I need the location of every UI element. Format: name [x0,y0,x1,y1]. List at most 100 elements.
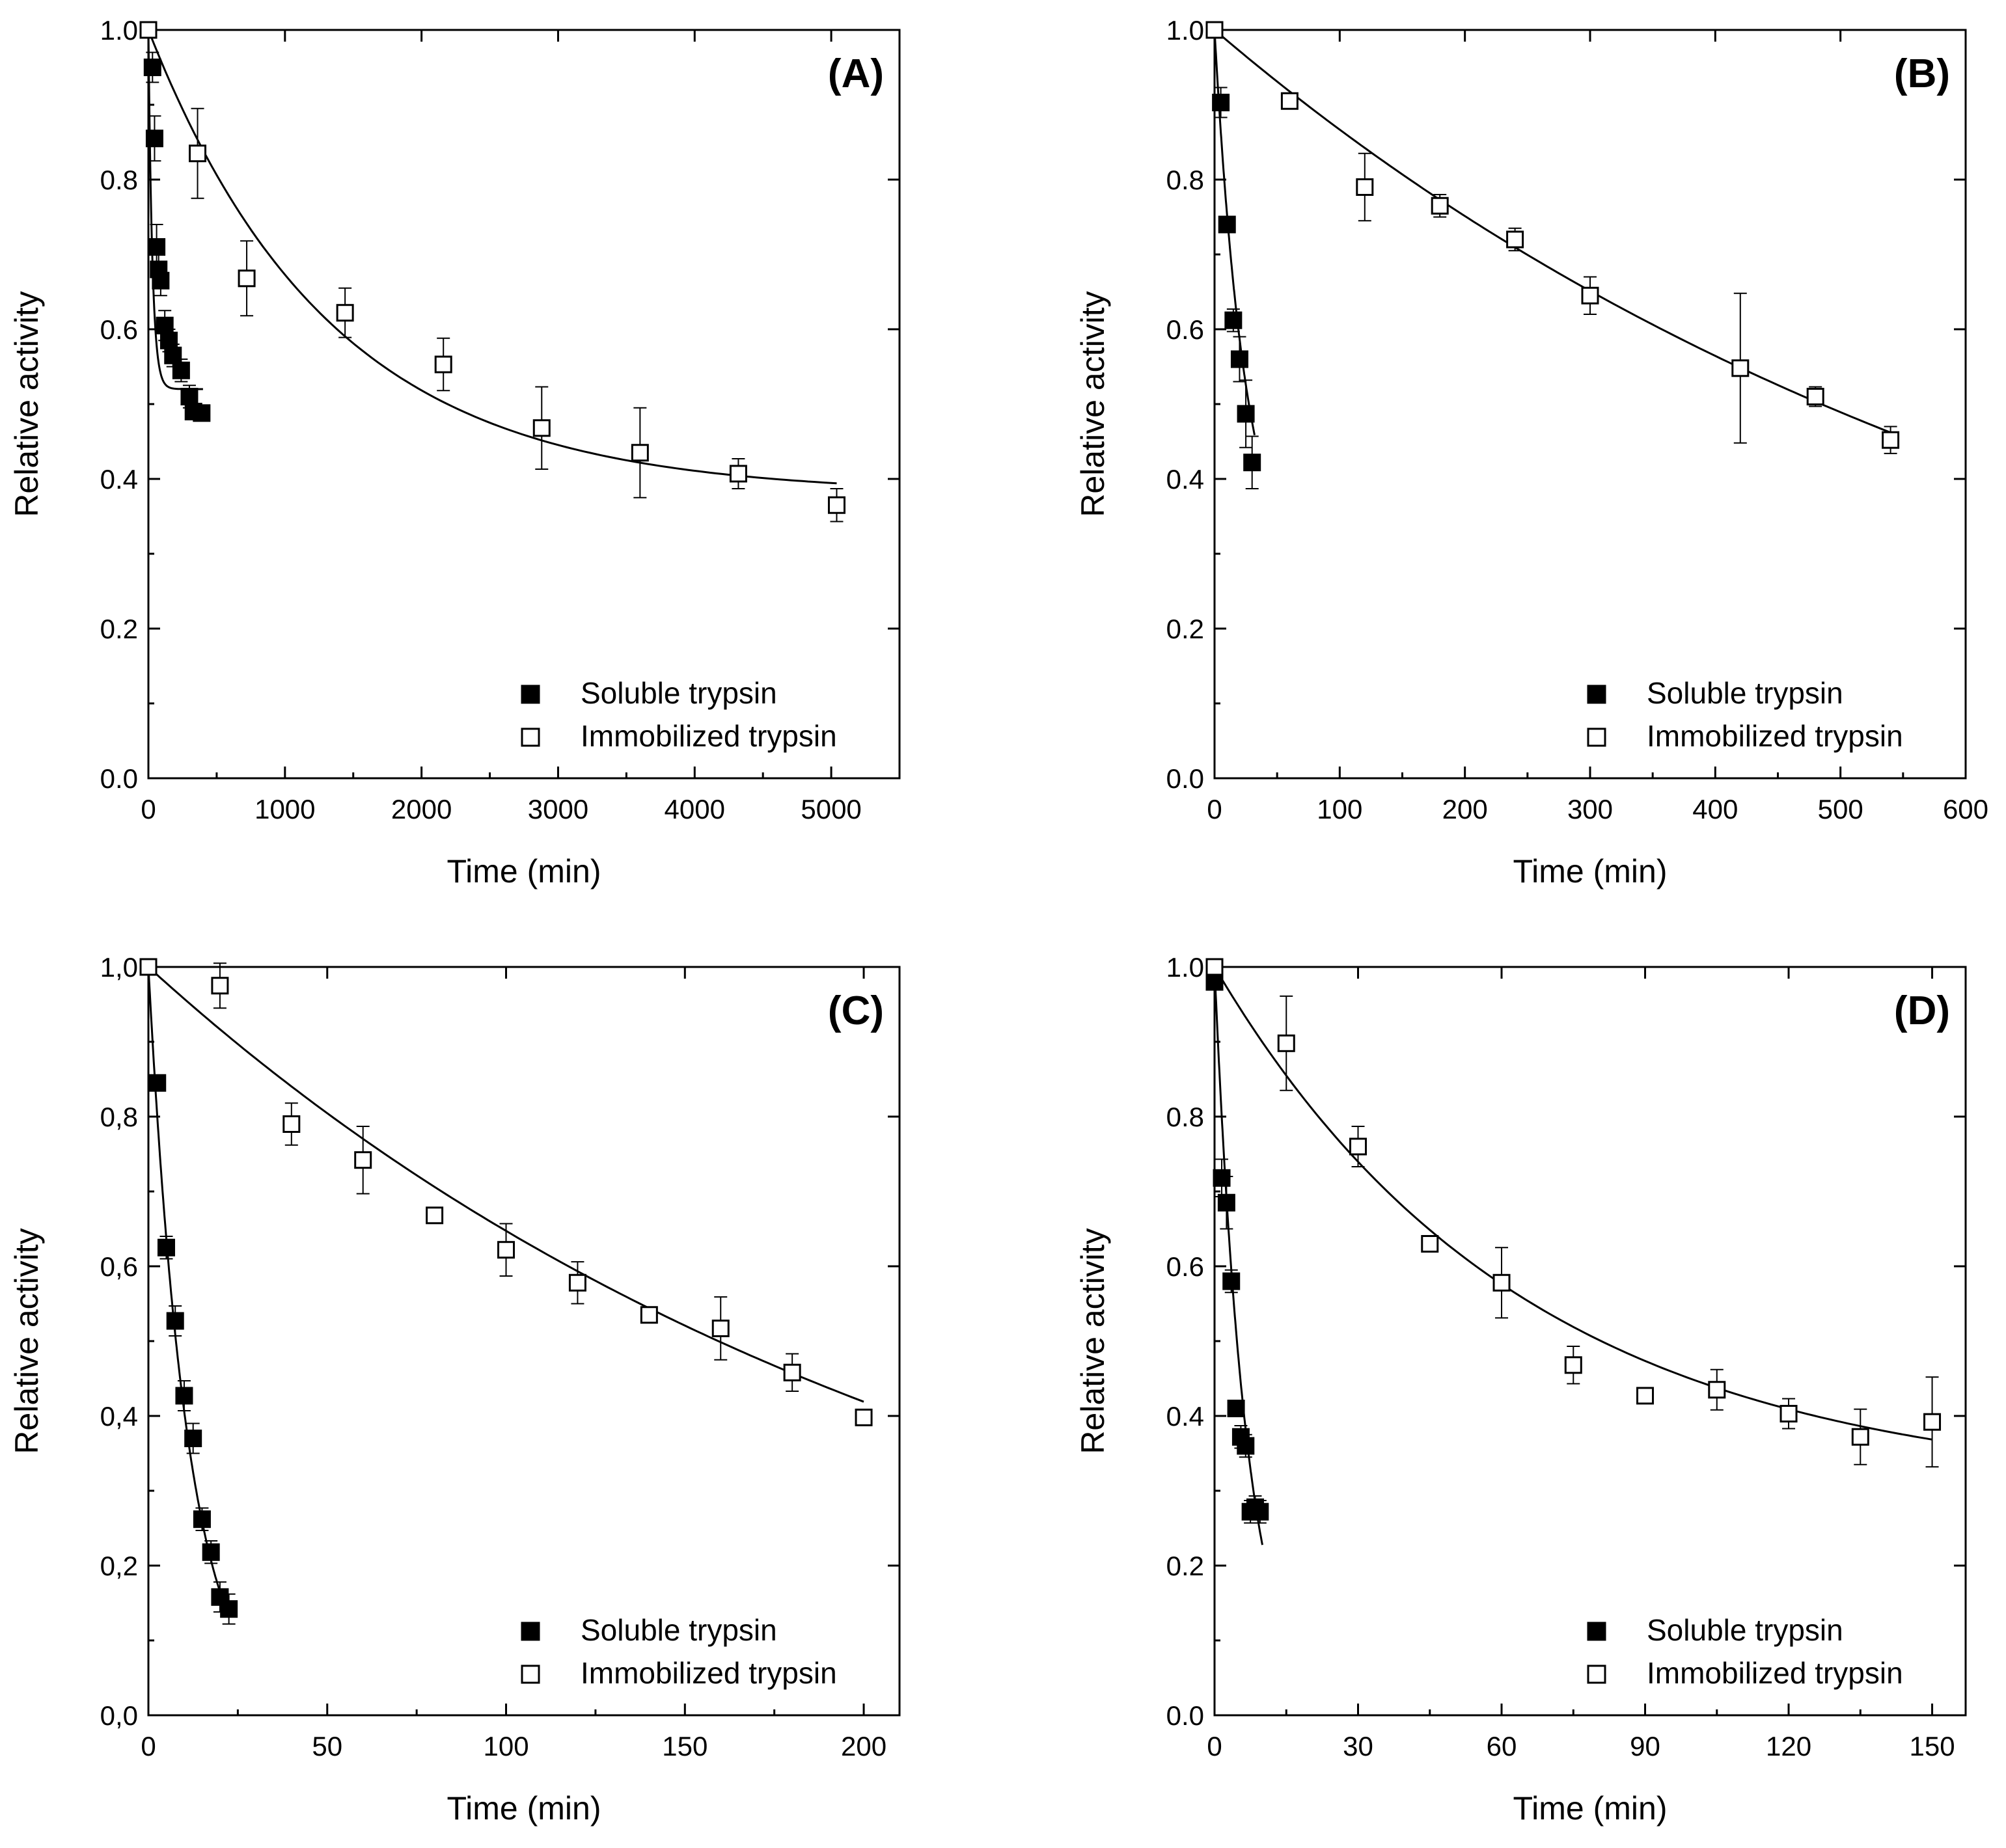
data-point-soluble [148,1074,167,1092]
data-point-soluble [1218,215,1236,234]
data-point-soluble [159,331,178,349]
y-tick-label: 0.8 [100,165,138,195]
panel-c: 0 50 100 150 200 0,0 0,2 0,4 0,6 0,8 1,0 Time (min)… [8,952,901,1827]
fit-curve [1213,966,1932,1441]
data-point-immobilized [711,1319,730,1337]
x-tick-label: 200 [1442,794,1488,824]
legend-label: Soluble trypsin [1647,1613,1843,1647]
x-axis-title: Time (min) [447,1790,601,1827]
data-point-soluble [143,59,161,76]
y-tick-label: 0.8 [1166,165,1204,195]
data-point-immobilized [568,1273,586,1292]
y-tick-label: 1.0 [1166,952,1204,983]
data-point-immobilized [827,496,845,514]
y-tick-label: 0,6 [100,1251,138,1282]
data-point-immobilized [1923,1413,1942,1431]
panel-b: 0 100 200 300 400 500 600 0.0 0.2 0.4 0.6 0.8 1.0 Tim… [1075,15,1988,890]
data-point-immobilized [434,355,452,374]
data-point-immobilized [783,1363,801,1381]
data-point-immobilized [532,419,551,437]
y-tick-label: 0.8 [1166,1102,1204,1132]
data-point-immobilized [1882,431,1900,449]
data-point-immobilized [1779,1405,1798,1423]
data-point-immobilized [1280,92,1298,110]
y-tick-label: 0.4 [1166,464,1204,495]
data-point-soluble [145,129,163,148]
panel-label: (D) [1894,988,1950,1033]
data-point-immobilized [139,958,158,976]
data-point-immobilized [354,1151,372,1169]
data-point-soluble [1227,1400,1245,1417]
data-point-immobilized [1205,958,1224,976]
x-tick-label: 2000 [391,794,452,824]
data-point-immobilized [238,269,256,288]
data-point-soluble [164,346,182,364]
plot-frame [147,29,901,780]
data-point-immobilized [1431,197,1449,215]
y-tick-label: 0.0 [1166,1700,1204,1731]
x-tick-label: 50 [312,1731,342,1761]
data-point-soluble [1217,1193,1235,1212]
panel-a: 0 1000 2000 3000 4000 5000 0.0 0.2 0.4 0.6 0.8 1.0 T… [8,15,901,890]
x-axis-title: Time (min) [447,853,601,890]
x-tick-label: 0 [141,794,156,824]
panel-label: (A) [828,51,884,96]
y-axis-title: Relative activity [8,1228,45,1454]
data-point-immobilized [336,304,354,322]
x-tick-label: 3000 [528,794,588,824]
legend-label: Immobilized trypsin [1647,1656,1903,1690]
data-point-immobilized [1506,230,1524,249]
y-tick-label: 0.4 [100,464,138,495]
data-point-soluble [172,361,190,379]
x-tick-label: 5000 [801,794,861,824]
data-point-soluble [202,1543,220,1561]
legend-label: Soluble trypsin [1647,676,1843,710]
data-point-soluble [1224,311,1243,329]
data-point-soluble [1237,1437,1255,1455]
x-tick-label: 600 [1943,794,1988,824]
fit-curve [1213,966,1263,1545]
data-point-soluble [220,1600,238,1618]
legend-marker [1587,1622,1606,1641]
y-tick-label: 0.4 [1166,1401,1204,1432]
data-point-soluble [157,1238,175,1257]
data-point-immobilized [1564,1356,1582,1374]
legend-marker [521,727,540,747]
data-point-soluble [156,316,174,334]
data-point-soluble [193,404,211,422]
y-tick-label: 0,8 [100,1102,138,1132]
x-tick-label: 120 [1766,1731,1811,1761]
data-point-immobilized [631,444,649,462]
x-tick-label: 0 [1207,794,1222,824]
legend-marker [521,1665,540,1684]
fit-curve [147,966,864,1403]
legend-marker [1587,685,1606,704]
x-tick-label: 30 [1343,1731,1373,1761]
data-point-immobilized [426,1206,444,1225]
data-point-soluble [1213,1169,1231,1187]
legend-marker [1587,727,1606,747]
y-axis-title: Relative activity [1075,291,1111,517]
y-tick-label: 1.0 [100,15,138,46]
data-point-immobilized [1356,178,1374,196]
x-axis-title: Time (min) [1513,853,1667,890]
legend-label: Immobilized trypsin [1647,719,1903,753]
data-point-immobilized [1277,1034,1295,1052]
data-point-soluble [184,1430,202,1447]
y-tick-label: 0.2 [1166,1551,1204,1581]
data-point-soluble [1237,405,1255,423]
data-point-immobilized [1581,286,1599,305]
x-tick-label: 4000 [665,794,725,824]
plot-frame [1213,29,1967,780]
x-tick-label: 60 [1487,1731,1517,1761]
x-tick-label: 1000 [254,794,315,824]
y-axis-title: Relative activity [1075,1228,1111,1454]
data-point-soluble [166,1312,184,1330]
x-tick-label: 500 [1818,794,1863,824]
legend-marker [521,1622,540,1641]
data-point-immobilized [1421,1235,1439,1253]
data-point-immobilized [1731,359,1750,377]
data-point-soluble [1251,1502,1269,1521]
y-tick-label: 0.6 [1166,1251,1204,1282]
y-axis-title: Relative activity [8,291,45,517]
